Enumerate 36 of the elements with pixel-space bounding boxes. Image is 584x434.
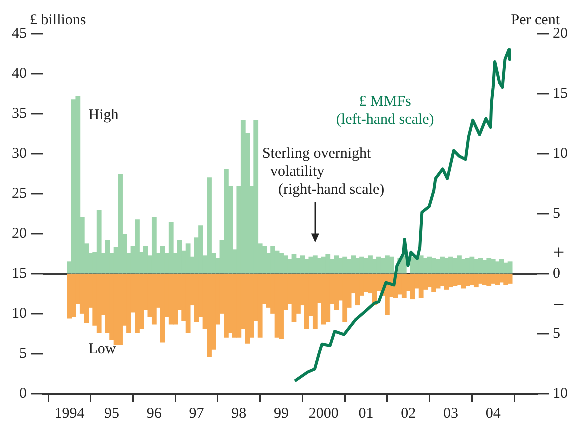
x-tick-label: 99 (274, 406, 290, 422)
y-tick-label: 15 (12, 266, 27, 282)
series-label: High (88, 108, 120, 124)
x-tick-label: 01 (358, 406, 374, 422)
y2-tick-label: 5 (553, 326, 560, 342)
y-tick-label: 10 (12, 306, 27, 322)
x-tick-label: 2000 (308, 406, 339, 422)
y-tick-label: 5 (20, 346, 27, 362)
y2-tick-label: 5 (553, 206, 560, 222)
y2-axis-title: Per cent (511, 12, 561, 28)
y-tick-label: 20 (12, 226, 27, 242)
annotation: Sterling overnight volatility (right-hand scale) (262, 146, 385, 198)
series-label: Low (88, 342, 116, 358)
x-tick-label: 04 (486, 406, 502, 422)
y-tick-label: 35 (12, 106, 27, 122)
y-tick-label: 45 (12, 26, 27, 42)
y-axis-title: £ billions (30, 12, 86, 28)
y2-tick-label: 20 (553, 26, 568, 42)
y-tick-label: 40 (12, 66, 27, 82)
x-tick-label: 95 (104, 406, 120, 422)
text: − (553, 294, 565, 317)
x-tick-label: 1994 (54, 406, 86, 422)
y2-tick-label: 10 (553, 386, 568, 402)
x-tick-label: 97 (189, 406, 205, 422)
x-tick-label: 96 (146, 406, 162, 422)
x-tick-label: 98 (232, 406, 247, 422)
text: + (553, 242, 565, 264)
y-tick-label: 30 (12, 146, 27, 162)
y2-tick-label: 10 (553, 146, 568, 162)
y2-tick-label: 15 (553, 86, 568, 102)
y-tick-label: 25 (12, 186, 27, 202)
y2-tick-label: 0 (553, 266, 560, 282)
x-tick-label: 03 (443, 406, 458, 422)
x-tick-label: 02 (401, 406, 416, 422)
y-tick-label: 0 (20, 386, 27, 402)
text: £ MMFs (left-hand scale) (336, 94, 434, 128)
